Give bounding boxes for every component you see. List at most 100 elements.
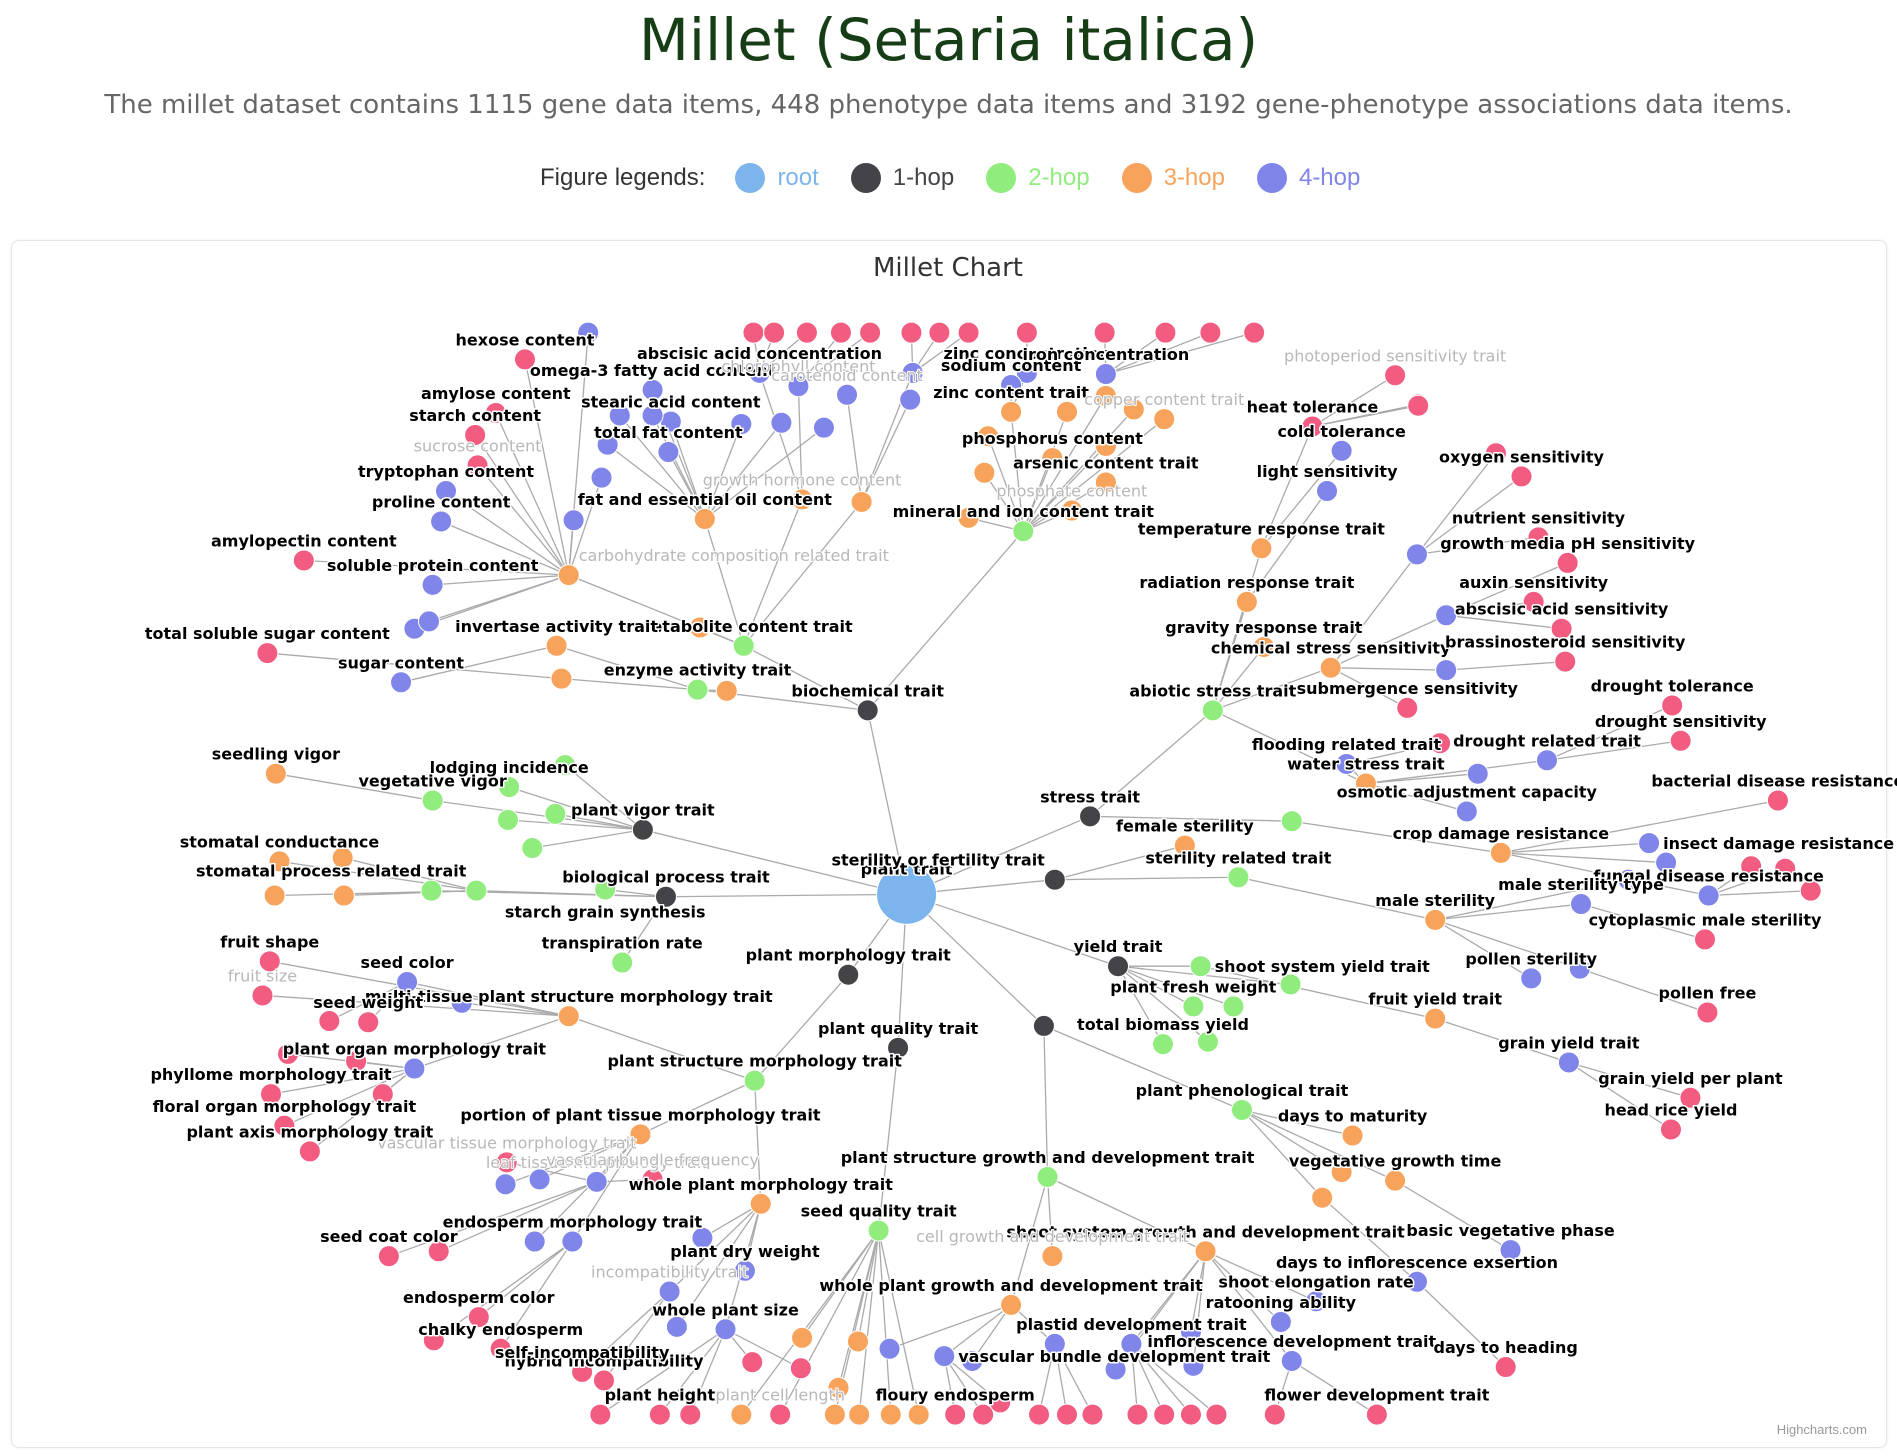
node-top11[interactable] [1154, 321, 1177, 344]
node-top6[interactable] [900, 321, 923, 344]
node-lodging-incidence[interactable] [498, 776, 521, 799]
node-starch-grain-synthesis[interactable] [594, 878, 617, 901]
node-bacterial-disease-resistance[interactable] [1766, 789, 1789, 812]
node-oxygen-sensitivity[interactable] [1510, 465, 1533, 488]
node-pcl6[interactable] [907, 1403, 930, 1426]
node-pcl4[interactable] [848, 1403, 871, 1426]
node-mineral-and-ion-content-trait[interactable] [1012, 520, 1035, 543]
node-vgt2[interactable] [1330, 1161, 1353, 1184]
node-fend8[interactable] [1179, 1403, 1202, 1426]
node-abiotic-stress-trait[interactable] [1201, 699, 1224, 722]
node-ghc2[interactable] [850, 490, 873, 513]
node-phosphorus-content[interactable] [1041, 447, 1064, 470]
node-plant-structure-growth-and-development-trait[interactable] [1036, 1165, 1059, 1188]
node-vbd7[interactable] [827, 1376, 850, 1399]
node-fungal-disease-resistance[interactable] [1697, 884, 1720, 907]
node-days-to-heading[interactable] [1494, 1356, 1517, 1379]
node-top5[interactable] [859, 321, 882, 344]
node-vbd6[interactable] [791, 1326, 814, 1349]
node-nutrient-sensitivity[interactable] [1527, 526, 1550, 549]
legend-item-root[interactable]: root [735, 163, 819, 193]
node-inv2[interactable] [550, 667, 573, 690]
node-pcl3[interactable] [823, 1403, 846, 1426]
node-top4[interactable] [829, 321, 852, 344]
node-chlorophyll-content[interactable] [787, 375, 810, 398]
node-yield-trait[interactable] [1107, 955, 1130, 978]
node-tryptophan-content[interactable] [434, 480, 457, 503]
node-plant-trait[interactable] [876, 863, 938, 925]
node-cut3[interactable] [1094, 384, 1117, 407]
node-sacc3[interactable] [641, 404, 664, 427]
node-phc3[interactable] [976, 425, 999, 448]
node-top7[interactable] [928, 321, 951, 344]
node-ltmt2[interactable] [528, 1168, 551, 1191]
node-auxin-sensitivity[interactable] [1522, 590, 1545, 613]
node-osmotic-adjustment-capacity[interactable] [1455, 800, 1478, 823]
node-pst2[interactable] [1568, 957, 1591, 980]
node-ltmt3[interactable] [494, 1173, 517, 1196]
node-fat-and-essential-oil-content[interactable] [693, 508, 716, 531]
node-phmt3[interactable] [345, 1050, 368, 1073]
node-drt2[interactable] [1466, 762, 1489, 785]
node-fruit-yield-trait[interactable] [1424, 1007, 1447, 1030]
node-leaf-tissue-morphology-trait[interactable] [585, 1170, 608, 1193]
node-v2[interactable] [544, 802, 567, 825]
node-plant-phenological-trait[interactable] [1230, 1098, 1253, 1121]
node-top8[interactable] [957, 321, 980, 344]
node-pollen-sterility[interactable] [1520, 967, 1543, 990]
node-portion-of-plant-tissue-morphology-trait[interactable] [629, 1123, 652, 1146]
node-fend7[interactable] [1153, 1403, 1176, 1426]
node-inv4[interactable] [688, 616, 711, 639]
node-endosperm-color[interactable] [467, 1306, 490, 1329]
node-total-soluble-sugar-content[interactable] [256, 642, 279, 665]
node-seed-coat-color[interactable] [377, 1245, 400, 1268]
node-omega-3-fatty-acid-content[interactable] [641, 378, 664, 401]
node-grain-yield-trait[interactable] [1557, 1051, 1580, 1074]
node-v3[interactable] [496, 808, 519, 831]
node-top13[interactable] [1243, 321, 1266, 344]
node-abscisic-acid-concentration[interactable] [748, 361, 771, 384]
node-total-fat-content[interactable] [657, 441, 680, 464]
node-phen3[interactable] [1311, 1186, 1334, 1209]
node-fend3[interactable] [1028, 1403, 1051, 1426]
node-self-incompatibility[interactable] [571, 1360, 594, 1383]
node-phosphate-content[interactable] [1060, 499, 1083, 522]
node-pdt2[interactable] [1104, 1358, 1127, 1381]
node-shoot-elongation-rate[interactable] [1305, 1290, 1328, 1313]
node-soluble-protein-content[interactable] [421, 573, 444, 596]
node-car3[interactable] [901, 361, 924, 384]
node-water-stress-trait[interactable] [1354, 772, 1377, 795]
node-fdt2[interactable] [1263, 1403, 1286, 1426]
node-v1[interactable] [554, 754, 577, 777]
node-o3c[interactable] [770, 411, 793, 434]
node-whole-plant-morphology-trait[interactable] [749, 1192, 772, 1215]
node-top3[interactable] [795, 321, 818, 344]
node-csen2[interactable] [1405, 543, 1428, 566]
node-hex2[interactable] [577, 321, 600, 344]
node-vegetative-vigor[interactable] [421, 789, 444, 812]
node-pollen-free[interactable] [1696, 1001, 1719, 1024]
node-amylose-content[interactable] [484, 402, 507, 425]
node-brassinosteroid-sensitivity[interactable] [1554, 650, 1577, 673]
node-chend2[interactable] [422, 1329, 445, 1352]
node-fend6[interactable] [1126, 1403, 1149, 1426]
node-fdr4[interactable] [1799, 879, 1822, 902]
node-fend9[interactable] [1205, 1403, 1228, 1426]
node-pfw2[interactable] [1222, 995, 1245, 1018]
node-sodium-content[interactable] [1000, 374, 1023, 397]
node-inv3[interactable] [715, 679, 738, 702]
node-male-sterility-type[interactable] [1570, 893, 1593, 916]
node-days-to-inflorescence-exsertion[interactable] [1405, 1270, 1428, 1293]
node-vbd4[interactable] [878, 1337, 901, 1360]
node-zinc-content-trait[interactable] [1000, 400, 1023, 423]
node-top2[interactable] [763, 321, 786, 344]
node-seedling-vigor[interactable] [264, 762, 287, 785]
node-sucrose-content[interactable] [466, 454, 489, 477]
node-carotenoid-content[interactable] [836, 383, 859, 406]
node-sc3[interactable] [263, 884, 286, 907]
node-seed-color[interactable] [396, 971, 419, 994]
node-csen4[interactable] [1435, 659, 1458, 682]
legend-item-2-hop[interactable]: 2-hop [986, 163, 1090, 193]
node-basic-vegetative-phase[interactable] [1499, 1239, 1522, 1262]
node-plastid-development-trait[interactable] [1120, 1332, 1143, 1355]
